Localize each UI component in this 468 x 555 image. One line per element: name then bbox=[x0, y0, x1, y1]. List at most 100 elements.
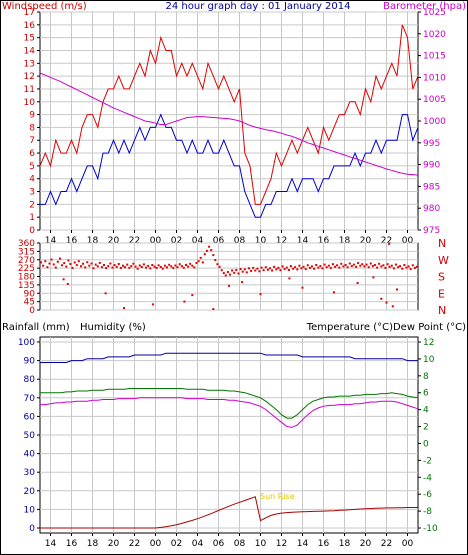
direction-point bbox=[193, 266, 196, 269]
time-tick-label: 16 bbox=[66, 539, 78, 549]
direction-point bbox=[224, 274, 227, 277]
y-tick-label: 17 bbox=[24, 8, 35, 18]
direction-point bbox=[54, 266, 57, 269]
wind-plot-area bbox=[39, 11, 419, 231]
time-tick-label: 20 bbox=[108, 236, 120, 246]
y-tick-label: 100 bbox=[18, 338, 35, 348]
compass-label: W bbox=[438, 254, 449, 267]
direction-point bbox=[80, 265, 82, 268]
temperature-ticks: -10 -8 -6 -4 -2 0 2 4 6 8 10 12 bbox=[418, 338, 438, 534]
direction-point bbox=[323, 263, 326, 266]
y-tick-label: 180 bbox=[18, 273, 35, 283]
direction-point bbox=[392, 267, 395, 270]
direction-point bbox=[182, 266, 185, 269]
direction-point bbox=[62, 278, 65, 281]
direction-point bbox=[252, 266, 255, 269]
direction-point bbox=[294, 266, 297, 269]
y-tick-label: 0 bbox=[29, 524, 35, 534]
direction-point bbox=[147, 264, 150, 267]
time-tick-label: 22 bbox=[129, 539, 140, 549]
direction-point bbox=[327, 264, 330, 267]
direction-point bbox=[409, 268, 412, 271]
direction-point bbox=[378, 262, 381, 265]
direction-point bbox=[361, 263, 364, 266]
direction-point bbox=[388, 242, 391, 245]
y-tick-label: 11 bbox=[24, 85, 35, 95]
direction-point bbox=[195, 262, 198, 265]
direction-point bbox=[268, 267, 271, 270]
y2-tick-label: -6 bbox=[423, 490, 432, 500]
direction-point bbox=[405, 266, 408, 269]
y-tick-label: 60 bbox=[24, 412, 36, 422]
direction-point bbox=[407, 265, 410, 268]
direction-point bbox=[42, 264, 45, 267]
direction-point bbox=[317, 266, 320, 269]
direction-point bbox=[178, 263, 181, 266]
time-tick-label: 20 bbox=[360, 236, 372, 246]
time-tick-label: 00 bbox=[402, 539, 414, 549]
y-tick-label: 45 bbox=[24, 298, 35, 308]
direction-point bbox=[363, 265, 366, 268]
direction-point bbox=[277, 266, 280, 269]
dewpoint-axis-title: Dew Point (°C) bbox=[393, 322, 466, 333]
direction-point bbox=[73, 261, 76, 264]
direction-point bbox=[415, 265, 418, 268]
time-tick-label: 16 bbox=[318, 236, 330, 246]
direction-point bbox=[235, 269, 238, 271]
direction-point bbox=[174, 264, 177, 267]
direction-point bbox=[367, 266, 370, 269]
direction-point bbox=[287, 269, 290, 271]
y2-tick-label: 2 bbox=[423, 423, 429, 433]
y-tick-label: 10 bbox=[24, 98, 36, 108]
direction-point bbox=[185, 264, 187, 266]
y2-tick-label: -4 bbox=[423, 473, 432, 483]
direction-point bbox=[180, 265, 183, 268]
y-tick-label: 20 bbox=[24, 487, 36, 497]
direction-point bbox=[50, 258, 53, 261]
direction-point bbox=[201, 261, 204, 264]
y-tick-label: 90 bbox=[24, 357, 36, 367]
temperature-axis-title: Temperature (°C) bbox=[306, 322, 393, 333]
direction-point bbox=[348, 262, 351, 265]
y-tick-label: 12 bbox=[24, 72, 35, 82]
time-tick-label: 18 bbox=[87, 236, 99, 246]
direction-point bbox=[289, 265, 292, 268]
direction-point bbox=[334, 265, 337, 268]
direction-point bbox=[203, 253, 206, 256]
direction-point bbox=[197, 260, 200, 263]
direction-point bbox=[130, 265, 133, 268]
y2-tick-label: 0 bbox=[423, 439, 429, 449]
y-tick-label: 135 bbox=[18, 281, 35, 291]
direction-point bbox=[75, 264, 78, 267]
barometer-axis-title: Barometer (hpa) bbox=[383, 1, 466, 12]
direction-point bbox=[313, 267, 316, 270]
direction-point bbox=[142, 263, 145, 266]
direction-point bbox=[372, 276, 375, 279]
direction-point bbox=[350, 265, 353, 268]
direction-point bbox=[258, 270, 261, 273]
y-tick-label: 4 bbox=[29, 175, 35, 185]
y-tick-label: 360 bbox=[18, 239, 35, 249]
direction-point bbox=[275, 268, 278, 271]
y2-tick-label: 1005 bbox=[423, 95, 446, 105]
direction-point bbox=[107, 265, 110, 268]
direction-point bbox=[101, 266, 103, 269]
time-tick-label: 12 bbox=[276, 236, 287, 246]
direction-point bbox=[103, 264, 105, 266]
time-tick-label: 22 bbox=[381, 539, 392, 549]
y2-tick-label: 4 bbox=[423, 406, 429, 416]
direction-point bbox=[128, 266, 131, 269]
y-tick-label: 30 bbox=[24, 468, 36, 478]
y2-tick-label: 1025 bbox=[423, 8, 446, 18]
y-tick-label: 15 bbox=[24, 34, 35, 44]
direction-point bbox=[166, 266, 168, 269]
direction-point bbox=[63, 262, 66, 265]
time-tick-label: 00 bbox=[402, 236, 414, 246]
direction-point bbox=[411, 264, 414, 267]
direction-point bbox=[222, 272, 225, 275]
direction-point bbox=[126, 263, 129, 266]
direction-point bbox=[124, 266, 126, 269]
direction-point bbox=[271, 269, 274, 272]
direction-point bbox=[56, 260, 59, 263]
